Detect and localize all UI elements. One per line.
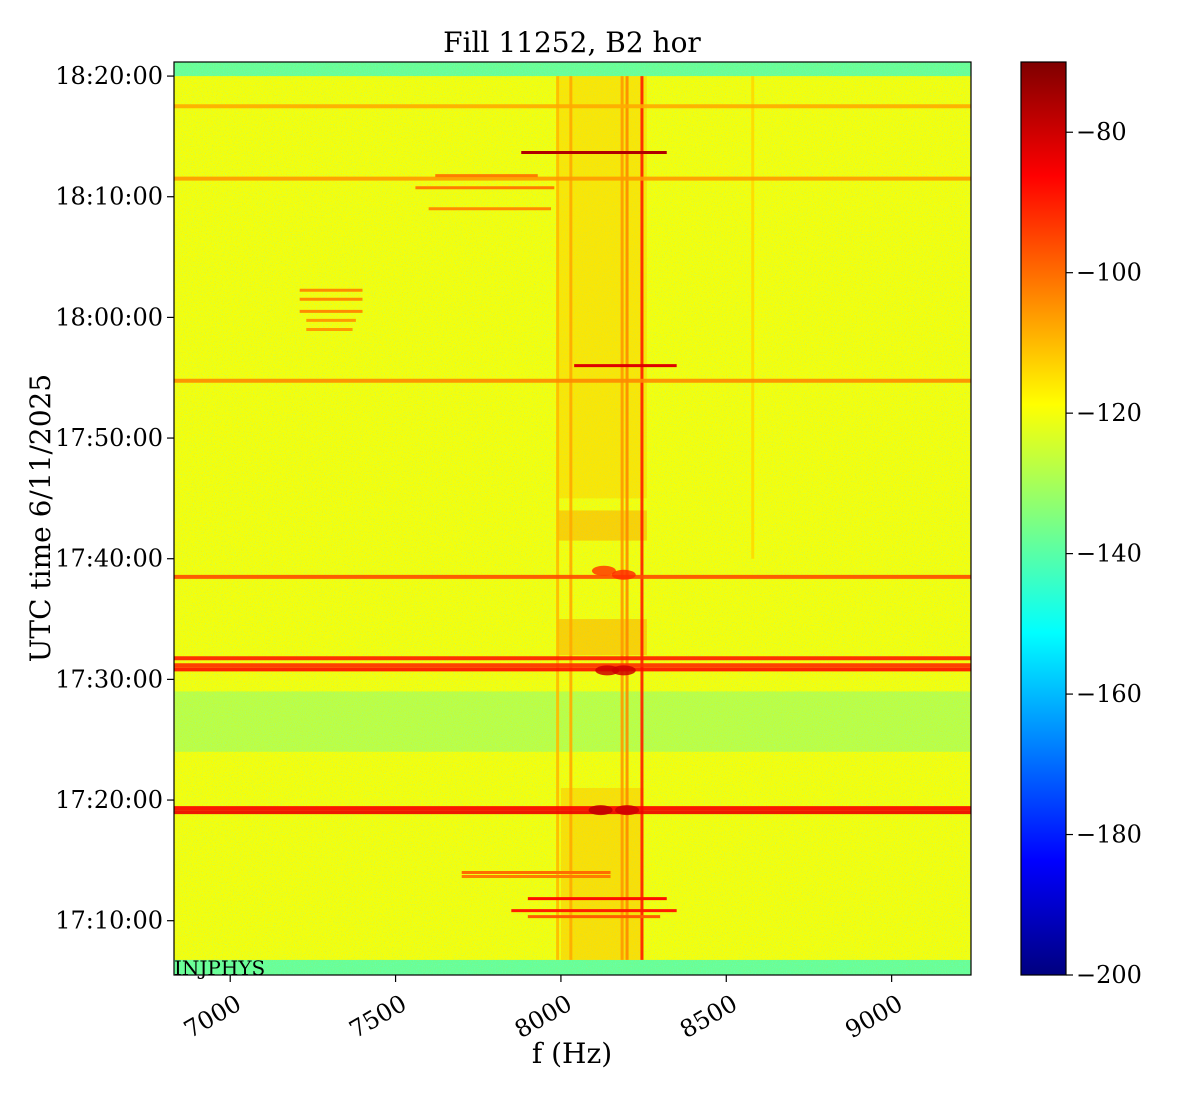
signal-patch — [557, 76, 647, 499]
y-axis-ticks: 17:10:00 17:20:00 17:30:00 17:40:00 17:50:00… — [55, 62, 174, 935]
y-tick-label: 17:10:00 — [55, 907, 163, 935]
hotspot — [611, 569, 636, 580]
hotspot — [595, 665, 620, 676]
x-axis-ticks: 7000 7500 8000 8500 9000 — [179, 975, 907, 1044]
y-tick-label: 18:00:00 — [55, 303, 163, 331]
y-tick-label: 18:20:00 — [55, 62, 163, 90]
watermark-text: INJPHYS — [174, 956, 265, 980]
signal-patch — [557, 619, 647, 656]
y-tick-label: 17:20:00 — [55, 786, 163, 814]
x-axis-label: f (Hz) — [532, 1037, 612, 1070]
chart-title: Fill 11252, B2 hor — [443, 26, 701, 59]
colorbar-ticks: −80 −100 −120 −140 −160 −180 −200 — [1066, 118, 1142, 989]
hotspot — [611, 665, 636, 676]
colorbar-tick-label: −160 — [1076, 680, 1142, 708]
colorbar: −80 −100 −120 −140 −160 −180 −200 — [1020, 61, 1142, 989]
plot-area — [174, 62, 971, 975]
x-tick-label: 9000 — [841, 989, 908, 1044]
colorbar-gradient — [1020, 61, 1067, 976]
colorbar-tick-label: −200 — [1076, 961, 1142, 989]
hotspot — [615, 805, 640, 816]
y-axis-label: UTC time 6/11/2025 — [24, 374, 57, 662]
y-tick-label: 18:10:00 — [55, 183, 163, 211]
y-tick-label: 17:40:00 — [55, 545, 163, 573]
signal-patches — [557, 76, 647, 960]
signal-patch — [560, 787, 644, 960]
signal-patch — [557, 510, 647, 541]
hotspots — [588, 565, 640, 816]
hotspot — [591, 565, 616, 576]
plot-frame — [173, 61, 972, 976]
colorbar-tick-label: −120 — [1076, 399, 1142, 427]
x-tick-label: 8500 — [675, 989, 742, 1044]
colorbar-tick-label: −100 — [1076, 259, 1142, 287]
y-tick-label: 17:50:00 — [55, 424, 163, 452]
hotspot — [588, 805, 613, 816]
colorbar-tick-label: −140 — [1076, 540, 1142, 568]
colorbar-tick-label: −180 — [1076, 821, 1142, 849]
noise-overlay-warm — [174, 62, 971, 975]
x-tick-label: 8000 — [510, 989, 577, 1044]
horizontal-lines — [174, 104, 971, 815]
colorbar-tick-label: −80 — [1076, 118, 1127, 146]
line-segments — [299, 150, 677, 919]
x-tick-label: 7000 — [179, 989, 246, 1044]
x-tick-label: 7500 — [344, 989, 411, 1044]
y-tick-label: 17:30:00 — [55, 665, 163, 693]
